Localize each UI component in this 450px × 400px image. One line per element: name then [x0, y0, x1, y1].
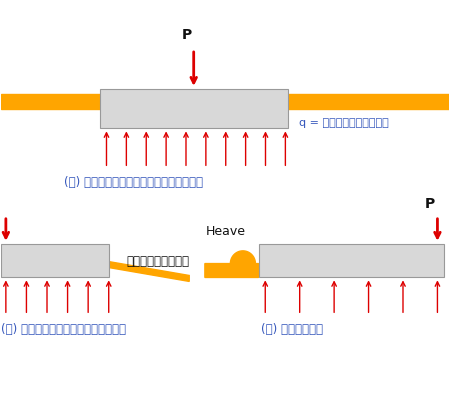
Text: (ก) แรงดันดินสม่ำเสมอ: (ก) แรงดันดินสม่ำเสมอ [64, 176, 203, 189]
Bar [259, 244, 444, 278]
Text: q = แรงดันแบกท: q = แรงดันแบกท [299, 118, 388, 128]
Bar [100, 89, 288, 128]
Polygon shape [205, 251, 259, 278]
Bar [288, 94, 449, 109]
Bar [1, 94, 100, 109]
Text: ดินเหนียว: ดินเหนียว [126, 255, 189, 268]
Text: P: P [182, 28, 192, 42]
Polygon shape [109, 262, 189, 282]
Text: Heave: Heave [206, 225, 246, 238]
Text: P: P [425, 197, 435, 211]
Text: (ข) แรงดันดินเหนียว: (ข) แรงดันดินเหนียว [1, 323, 126, 336]
Text: (ค) ฐานราก: (ค) ฐานราก [261, 323, 323, 336]
Bar [1, 244, 109, 278]
